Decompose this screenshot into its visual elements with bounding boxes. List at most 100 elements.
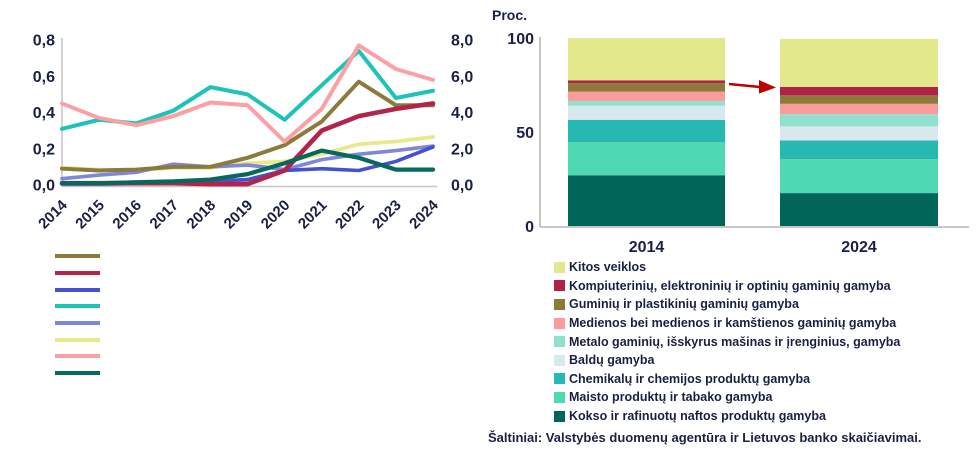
legend-label-kitos: Kitos veiklos: [569, 260, 647, 275]
legend-item-olive: [55, 248, 100, 265]
bar-segment-medienos-2014: [568, 91, 725, 101]
x-axis-tick-label: 2023: [369, 197, 405, 233]
bar-segment-maisto-2014: [568, 142, 725, 176]
legend-item-medienos: Medienos bei medienos ir kamštienos gami…: [554, 314, 900, 333]
legend-swatch-pink: [55, 354, 100, 359]
bar-segment-kokso-2024: [780, 193, 938, 226]
x-axis-tick-label: 2022: [332, 197, 368, 233]
left-axis-tick-label: 0,2: [33, 141, 55, 158]
x-axis-tick-label: 2014: [35, 196, 71, 232]
right-axis-tick-label: 8,0: [451, 33, 473, 50]
line-series-olive: [60, 79, 435, 173]
legend-swatch-kompiuteriniu: [554, 280, 565, 292]
legend-label-maisto: Maisto produktų ir tabako gamyba: [569, 390, 773, 405]
bar-segment-guminiu-2014: [568, 83, 725, 92]
line-series-pink: [60, 43, 435, 144]
legend-swatch-kitos: [554, 261, 565, 273]
legend-label-kokso: Kokso ir rafinuotų naftos produktų gamyb…: [569, 409, 826, 424]
legend-label-medienos: Medienos bei medienos ir kamštienos gami…: [569, 316, 897, 331]
legend-swatch-dark-teal: [55, 371, 100, 376]
legend-item-guminiu: Guminių ir plastikinių gaminių gamyba: [554, 295, 900, 314]
left-axis-tick-label: 0,8: [33, 33, 55, 50]
legend-label-baldu: Baldų gamyba: [569, 353, 655, 368]
left-axis-tick-label: 0,6: [33, 69, 55, 86]
legend-item-pink: [55, 348, 100, 365]
bar-segment-kompiuteriniu-2014: [568, 80, 725, 84]
source-note: Šaltiniai: Valstybės duomenų agentūra ir…: [488, 430, 922, 445]
legend-swatch-chemikalu: [554, 373, 565, 385]
legend-swatch-olive: [55, 254, 100, 259]
arrow-line: [728, 82, 761, 89]
legend-swatch-yellow: [55, 337, 100, 342]
bar-category-label: 2014: [629, 239, 665, 256]
legend-label-chemikalu: Chemikalų ir chemijos produktų gamyba: [569, 371, 811, 386]
legend-swatch-metalo: [554, 336, 565, 348]
right-axis-tick-label: 2,0: [451, 141, 473, 158]
right-axis-tick-label: 4,0: [451, 105, 473, 122]
legend-swatch-blue: [55, 287, 100, 292]
legend-swatch-guminiu: [554, 298, 565, 310]
bar-y-tick-label: 0: [525, 219, 534, 236]
right-axis-tick-label: 6,0: [451, 69, 473, 86]
x-axis-tick-label: 2019: [221, 197, 257, 233]
legend-item-maisto: Maisto produktų ir tabako gamyba: [554, 388, 900, 407]
right-axis-tick-label: 0,0: [451, 178, 473, 195]
x-axis-tick-label: 2018: [184, 197, 220, 233]
bar-segment-baldu-2024: [780, 126, 938, 141]
legend-swatch-crimson: [55, 271, 100, 276]
bar-segment-kitos-2014: [568, 38, 725, 81]
x-axis-tick-label: 2024: [406, 196, 442, 232]
line-series-periwinkle: [60, 144, 435, 181]
bar-segment-maisto-2024: [780, 159, 938, 194]
legend-swatch-medienos: [554, 317, 565, 329]
legend-item-teal: [55, 298, 100, 315]
x-axis-tick-label: 2016: [109, 197, 145, 233]
x-axis-tick-label: 2015: [72, 197, 108, 233]
legend-swatch-teal: [55, 304, 100, 309]
legend-label-kompiuteriniu: Kompiuterinių, elektroninių ir optinių g…: [569, 278, 891, 293]
bar-category-label: 2024: [841, 239, 877, 256]
stacked-bar-chart: Proc. 100 50 0 2014 2024: [492, 7, 969, 256]
legend-swatch-baldu: [554, 354, 565, 366]
bar-segment-metalo-2024: [780, 114, 938, 127]
legend-item-kokso: Kokso ir rafinuotų naftos produktų gamyb…: [554, 407, 900, 426]
x-axis-tick-label: 2017: [147, 197, 183, 233]
bar-segment-metalo-2014: [568, 100, 725, 106]
bar-segment-chemikalu-2024: [780, 140, 938, 160]
y-axis-title: Proc.: [492, 7, 527, 23]
left-axis-tick-label: 0,0: [33, 178, 55, 195]
x-axis-tick-label: 2021: [295, 197, 331, 233]
left-axis-tick-label: 0,4: [33, 105, 55, 122]
bar-segment-medienos-2024: [780, 103, 938, 115]
bar-chart-legend: Kitos veiklos Kompiuterinių, elektroninių…: [554, 258, 900, 425]
line-series-dark-teal: [59, 148, 436, 186]
bar-segment-baldu-2014: [568, 105, 725, 120]
legend-swatch-kokso: [554, 410, 565, 422]
legend-item-yellow: [55, 331, 100, 348]
bar-segment-kitos-2024: [780, 38, 938, 87]
legend-label-guminiu: Guminių ir plastikinių gaminių gamyba: [569, 297, 799, 312]
legend-item-baldu: Baldų gamyba: [554, 351, 900, 370]
legend-item-blue: [55, 281, 100, 298]
bar-y-tick-label: 50: [516, 125, 534, 142]
bar-y-tick-label: 100: [507, 31, 534, 48]
legend-item-periwinkle: [55, 315, 100, 332]
legend-item-metalo: Metalo gaminių, išskyrus mašinas ir įren…: [554, 332, 900, 351]
legend-swatch-maisto: [554, 391, 565, 403]
bar-segment-kompiuteriniu-2024: [780, 86, 938, 96]
legend-item-chemikalu: Chemikalų ir chemijos produktų gamyba: [554, 370, 900, 389]
arrow-head-icon: [759, 80, 776, 94]
legend-item-crimson: [55, 265, 100, 282]
line-chart-legend: [55, 248, 100, 382]
legend-item-kompiuteriniu: Kompiuterinių, elektroninių ir optinių g…: [554, 277, 900, 296]
legend-label-metalo: Metalo gaminių, išskyrus mašinas ir įren…: [569, 334, 901, 349]
line-series-teal: [60, 48, 435, 131]
legend-item-kitos: Kitos veiklos: [554, 258, 900, 277]
legend-swatch-periwinkle: [55, 321, 100, 326]
x-axis-tick-label: 2020: [258, 197, 294, 233]
bar-segment-guminiu-2024: [780, 95, 938, 104]
bar-segment-kokso-2014: [568, 175, 725, 226]
bar-segment-chemikalu-2014: [568, 119, 725, 143]
